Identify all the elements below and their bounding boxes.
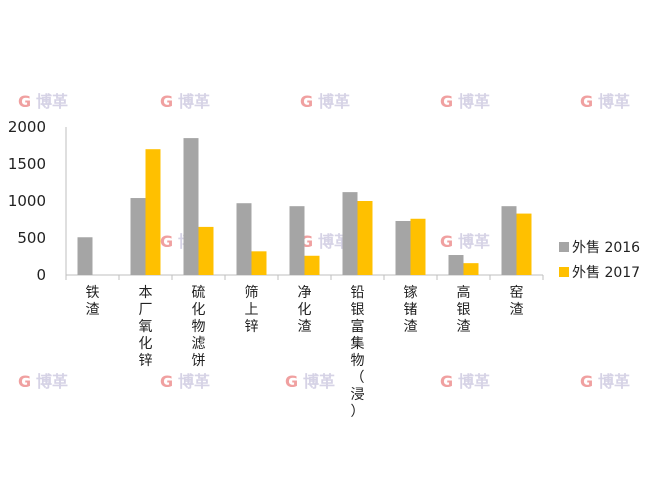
x-category-label: 本厂氧化锌: [139, 285, 153, 369]
y-tick-label: 0: [36, 266, 46, 284]
y-tick-label: 1000: [8, 192, 46, 210]
watermark-text: 博革: [36, 92, 68, 111]
watermark-text: 博革: [178, 92, 210, 111]
watermark-logo-icon: G: [440, 372, 453, 391]
watermark-text: 博革: [598, 372, 630, 391]
bar-2016: [183, 138, 199, 275]
watermark-logo-icon: G: [160, 372, 173, 391]
x-category-label: 镓锗渣: [404, 285, 418, 335]
bar-2017: [251, 251, 267, 275]
watermark-logo-icon: G: [285, 372, 298, 391]
bar-2017: [357, 201, 373, 275]
watermark-text: 博革: [36, 372, 68, 391]
watermark-text: 博革: [318, 92, 350, 111]
bar-2016: [501, 206, 517, 275]
x-category-label: 硫化物滤饼: [192, 285, 206, 369]
watermark-logo-icon: G: [160, 232, 173, 251]
bar-2016: [130, 198, 146, 275]
x-category-label: 筛上锌: [245, 285, 259, 335]
bar-2017: [304, 255, 320, 275]
bar-2017: [410, 218, 426, 275]
watermark-logo-icon: G: [18, 372, 31, 391]
bar-2016: [395, 220, 411, 275]
bar-2017: [145, 149, 161, 275]
watermark-text: 博革: [598, 92, 630, 111]
x-category-label: 铁渣: [86, 285, 100, 318]
watermark-text: 博革: [458, 92, 490, 111]
watermark-logo-icon: G: [580, 372, 593, 391]
y-tick-label: 500: [17, 229, 46, 247]
bar-2017: [198, 226, 214, 275]
bar-2016: [289, 206, 305, 275]
legend-label: 外售 2016: [572, 240, 640, 256]
watermark-logo-icon: G: [440, 92, 453, 111]
watermark-logo-icon: G: [18, 92, 31, 111]
y-tick-label: 1500: [8, 155, 46, 173]
bar-2016: [236, 203, 252, 275]
watermark-logo-icon: G: [580, 92, 593, 111]
watermark-logo-icon: G: [160, 92, 173, 111]
watermark-text: 博革: [303, 372, 335, 391]
watermark-logo-icon: G: [440, 232, 453, 251]
bar-2016: [77, 237, 93, 275]
x-category-label: 净化渣: [298, 285, 312, 335]
watermark-text: 博革: [458, 372, 490, 391]
y-tick-label: 2000: [8, 118, 46, 136]
watermark-logo-icon: G: [300, 92, 313, 111]
x-category-label: 高银渣: [457, 284, 471, 335]
watermark-text: 博革: [318, 232, 350, 251]
bar-2017: [516, 213, 532, 275]
legend-swatch: [559, 267, 569, 277]
bar-2016: [448, 255, 464, 275]
bar-2016: [342, 192, 358, 275]
legend-label: 外售 2017: [572, 265, 640, 281]
watermark-text: 博革: [178, 372, 210, 391]
bar-2017: [463, 263, 479, 275]
legend-swatch: [559, 242, 569, 252]
x-category-label: 窑渣: [510, 284, 524, 318]
x-category-label: 铅银富集物（浸）: [351, 285, 365, 420]
watermark-text: 博革: [458, 232, 490, 251]
